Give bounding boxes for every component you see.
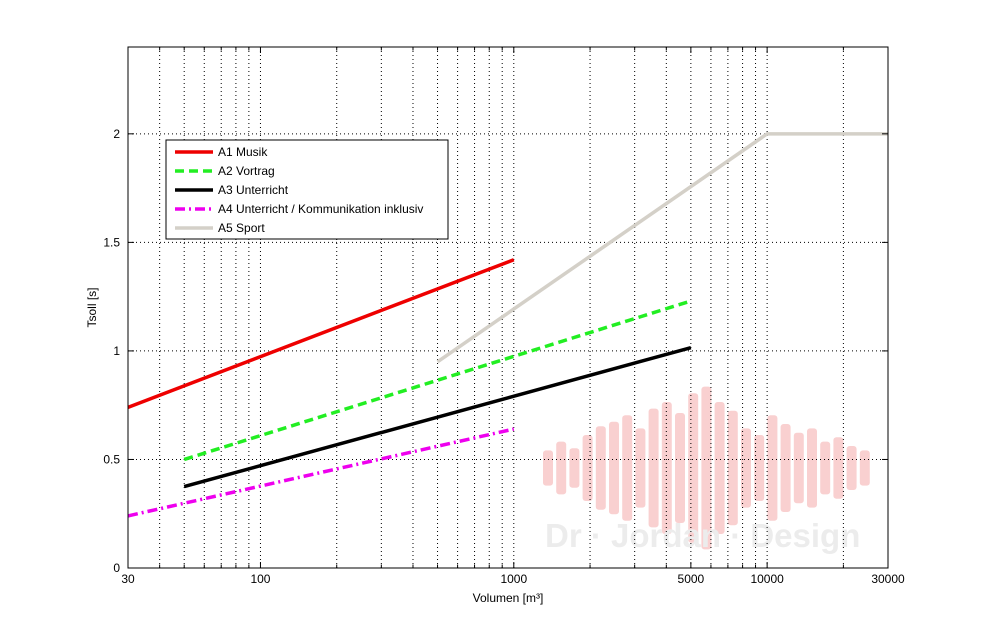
y-tick-label: 1.5: [103, 235, 120, 249]
x-tick-label: 100: [250, 572, 270, 586]
watermark-bar: [675, 413, 685, 523]
watermark-bar: [780, 424, 791, 512]
watermark-bar: [767, 415, 778, 521]
y-tick-label: 0.5: [103, 452, 120, 466]
legend-label: A1 Musik: [218, 145, 268, 159]
legend-label: A4 Unterricht / Kommunikation inklusiv: [218, 202, 423, 216]
series-line-5: [436, 132, 888, 364]
watermark-bar: [859, 450, 870, 486]
watermark-bar: [741, 428, 751, 508]
series-layer: [127, 132, 888, 518]
watermark-bar: [714, 402, 725, 534]
watermark-bar: [635, 428, 646, 508]
watermark-bar: [820, 441, 831, 495]
series-line-3: [183, 345, 692, 489]
legend-label: A3 Unterricht: [218, 183, 289, 197]
x-tick-label: 10000: [750, 572, 784, 586]
axis-ticks: 30 100 1000 5000 10000 30000 0 0.5 1 1.5 2: [103, 47, 905, 586]
x-tick-label: 5000: [678, 572, 705, 586]
watermark-bar: [793, 432, 804, 504]
watermark-bar: [846, 446, 857, 490]
legend-label: A2 Vortrag: [218, 164, 275, 178]
watermark-bar: [622, 415, 633, 521]
x-tick-label: 1000: [500, 572, 527, 586]
watermark-bar: [569, 448, 580, 488]
watermark-bar: [688, 393, 699, 543]
series-line-4: [127, 427, 515, 518]
watermark-bar: [582, 435, 593, 501]
watermark-text: Dr · Jordan · Design: [545, 517, 860, 554]
watermark-bar: [727, 410, 738, 526]
watermark-bar: [543, 450, 553, 486]
y-axis-label: Tsoll [s]: [85, 287, 99, 327]
watermark-bar: [648, 408, 659, 528]
legend-label: A5 Sport: [218, 221, 265, 235]
x-tick-label: 30: [121, 572, 135, 586]
x-axis-label: Volumen [m³]: [473, 591, 544, 605]
watermark-bar: [807, 428, 817, 508]
x-tick-label: 30000: [871, 572, 905, 586]
watermark-bar: [609, 421, 619, 515]
legend: A1 Musik A2 Vortrag A3 Unterricht A4 Unterr…: [165, 139, 449, 240]
y-tick-label: 1: [113, 344, 120, 358]
series-line-1: [127, 258, 515, 409]
y-tick-label: 0: [113, 561, 120, 575]
series-line-2: [183, 299, 692, 462]
watermark-logo: [543, 386, 870, 550]
y-tick-label: 2: [113, 127, 120, 141]
watermark-bar: [754, 435, 765, 501]
watermark-bar: [833, 437, 844, 499]
plot-frame: [127, 46, 889, 569]
watermark-bar: [556, 441, 567, 495]
watermark-bar: [595, 426, 606, 510]
watermark-bar: [701, 386, 712, 550]
